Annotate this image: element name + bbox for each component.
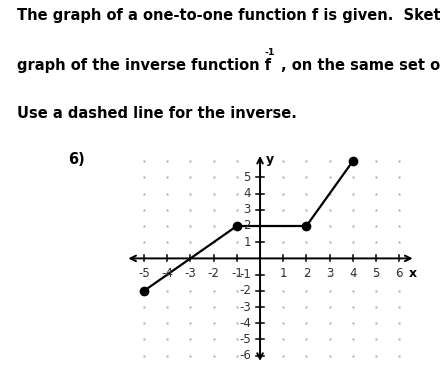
Text: -5: -5 [138, 266, 150, 280]
Text: Use a dashed line for the inverse.: Use a dashed line for the inverse. [17, 106, 297, 121]
Text: , on the same set of axes.: , on the same set of axes. [281, 58, 440, 73]
Text: 6): 6) [69, 152, 85, 167]
Text: -5: -5 [239, 333, 251, 346]
Text: -2: -2 [208, 266, 220, 280]
Text: 4: 4 [243, 187, 251, 200]
Text: 5: 5 [372, 266, 380, 280]
Text: -2: -2 [239, 284, 251, 297]
Text: 3: 3 [243, 203, 251, 216]
Text: 2: 2 [303, 266, 310, 280]
Text: 4: 4 [349, 266, 356, 280]
Text: 1: 1 [243, 236, 251, 249]
Text: -1: -1 [231, 266, 243, 280]
Text: 2: 2 [243, 220, 251, 233]
Text: -1: -1 [264, 48, 275, 57]
Text: -4: -4 [161, 266, 173, 280]
Text: x: x [409, 266, 417, 280]
Text: 1: 1 [279, 266, 287, 280]
Text: -3: -3 [185, 266, 196, 280]
Text: -6: -6 [239, 349, 251, 362]
Text: The graph of a one-to-one function f is given.  Sketch the: The graph of a one-to-one function f is … [17, 8, 440, 22]
Text: -1: -1 [239, 268, 251, 281]
Text: graph of the inverse function f: graph of the inverse function f [17, 58, 271, 73]
Text: 6: 6 [396, 266, 403, 280]
Text: y: y [266, 153, 274, 166]
Text: 3: 3 [326, 266, 334, 280]
Text: 5: 5 [243, 171, 251, 184]
Text: -3: -3 [239, 301, 251, 314]
Text: -4: -4 [239, 317, 251, 330]
